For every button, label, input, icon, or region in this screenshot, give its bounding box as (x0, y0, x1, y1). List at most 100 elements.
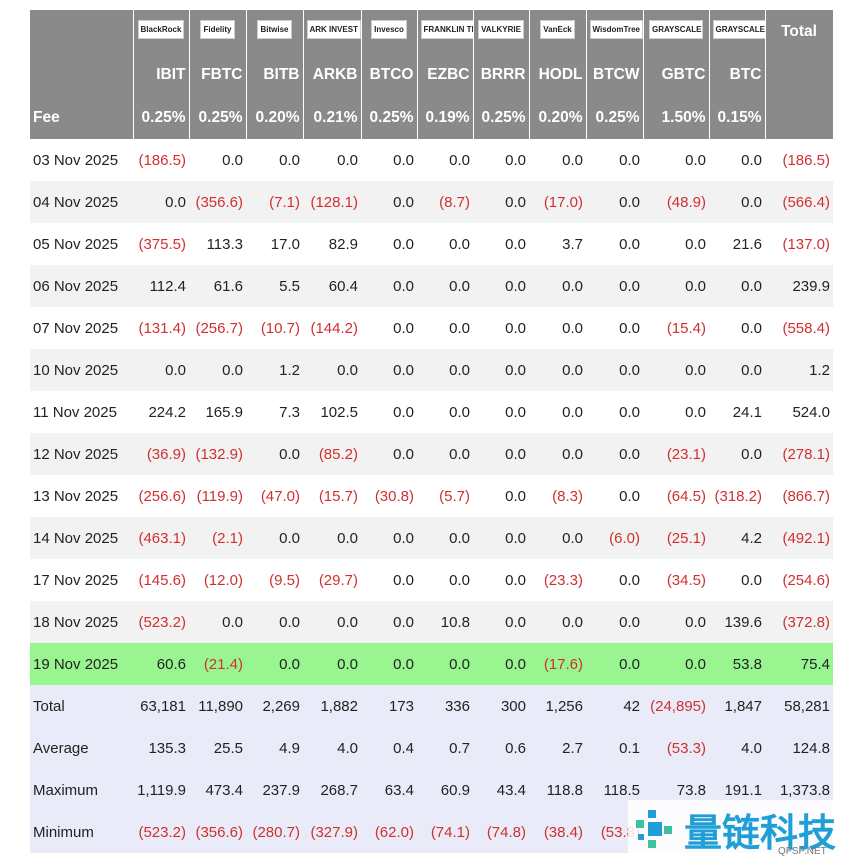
row-label: 05 Nov 2025 (30, 223, 133, 265)
data-row: 05 Nov 2025 (375.5) 113.3 17.0 82.9 0.0 0.0 0.0… (30, 223, 833, 265)
cell-value: 0.0 (361, 265, 417, 307)
cell-value: 0.0 (643, 223, 709, 265)
data-row: 19 Nov 2025 60.6 (21.4) 0.0 0.0 0.0 0.0 0.0 (17.… (30, 643, 833, 685)
logo-cell: FRANKLIN TEMPLETON (417, 10, 474, 53)
summary-row: Average 135.3 25.5 4.9 4.0 0.4 0.7 0.6 2.7 0.1 (53… (30, 727, 833, 769)
data-row: 14 Nov 2025 (463.1) (2.1) 0.0 0.0 0.0 0.0 0.0 0.… (30, 517, 833, 559)
cell-value: (278.1) (765, 433, 833, 475)
cell-value: 21.6 (709, 223, 765, 265)
cell-value: 0.0 (586, 643, 643, 685)
cell-value: (327.9) (303, 811, 361, 853)
cell-value: (280.7) (246, 811, 303, 853)
cell-value: 300 (473, 685, 529, 727)
ticker: BTCO (361, 53, 418, 96)
corner-cell (765, 96, 834, 139)
cell-value: 0.0 (361, 307, 417, 349)
data-row: 07 Nov 2025 (131.4) (256.7) (10.7) (144.2) 0.… (30, 307, 833, 349)
cell-value: 0.0 (709, 265, 765, 307)
cell-value: 0.0 (303, 517, 361, 559)
cell-value: (7.1) (246, 181, 303, 223)
cell-value: 135.3 (133, 727, 189, 769)
cell-value: 0.0 (473, 559, 529, 601)
row-label: 06 Nov 2025 (30, 265, 133, 307)
cell-value: 43.4 (473, 769, 529, 811)
cell-value: 113.3 (189, 223, 246, 265)
cell-value: 17.0 (246, 223, 303, 265)
cell-value: 0.0 (473, 265, 529, 307)
logo-cell: Invesco (361, 10, 418, 53)
cell-value: 0.0 (303, 139, 361, 181)
issuer-logo: VanEck (540, 19, 575, 39)
cell-value: 0.0 (189, 349, 246, 391)
row-label: 10 Nov 2025 (30, 349, 133, 391)
row-label: Average (30, 727, 133, 769)
cell-value: (25.1) (643, 517, 709, 559)
cell-value: 0.0 (529, 307, 586, 349)
cell-value: 4.0 (709, 727, 765, 769)
ticker: EZBC (417, 53, 474, 96)
ticker: FBTC (189, 53, 247, 96)
cell-value: 0.0 (586, 391, 643, 433)
cell-value: 82.9 (303, 223, 361, 265)
cell-value: (558.4) (765, 307, 833, 349)
cell-value: (36.9) (133, 433, 189, 475)
cell-value: 0.0 (133, 181, 189, 223)
cell-value: (119.9) (189, 475, 246, 517)
cell-value: (15.7) (303, 475, 361, 517)
cell-value: (463.1) (133, 517, 189, 559)
cell-value: (128.1) (303, 181, 361, 223)
cell-value: (186.5) (133, 139, 189, 181)
cell-value: 1,256 (529, 685, 586, 727)
ticker: HODL (529, 53, 587, 96)
cell-value: 25.5 (189, 727, 246, 769)
cell-value: (15.4) (643, 307, 709, 349)
cell-value: (24,895) (643, 685, 709, 727)
ticker-row: IBIT FBTC BITB ARKB BTCO EZBC BRRR HODL BTCW GBTC… (30, 53, 834, 96)
corner-cell (30, 10, 134, 53)
cell-value: (30.8) (361, 475, 417, 517)
issuer-logo: Fidelity (200, 19, 235, 39)
cell-value: (48.9) (643, 181, 709, 223)
issuer-logo: Bitwise (257, 19, 292, 39)
row-label: 19 Nov 2025 (30, 643, 133, 685)
cell-value: 0.0 (643, 265, 709, 307)
data-row: 03 Nov 2025 (186.5) 0.0 0.0 0.0 0.0 0.0 0.0 0.0 0… (30, 139, 833, 181)
logo-cell: GRAYSCALE (643, 10, 710, 53)
cell-value: 0.0 (361, 559, 417, 601)
cell-value: 1.2 (246, 349, 303, 391)
issuer-logo: GRAYSCALE (649, 19, 703, 39)
cell-value: (523.2) (133, 601, 189, 643)
cell-value: 0.0 (586, 307, 643, 349)
cell-value: 0.0 (586, 139, 643, 181)
fee-value: 1.50% (643, 96, 710, 139)
cell-value: 2,269 (246, 685, 303, 727)
cell-value: 0.0 (529, 517, 586, 559)
cell-value: (2.1) (189, 517, 246, 559)
cell-value: (8.7) (417, 181, 473, 223)
cell-value: 0.0 (643, 139, 709, 181)
cell-value: 0.0 (586, 223, 643, 265)
data-row: 12 Nov 2025 (36.9) (132.9) 0.0 (85.2) 0.0 0.0 0… (30, 433, 833, 475)
cell-value: 0.0 (246, 643, 303, 685)
data-row: 10 Nov 2025 0.0 0.0 1.2 0.0 0.0 0.0 0.0 0.0 0.0 0.… (30, 349, 833, 391)
cell-value: (256.7) (189, 307, 246, 349)
cell-value: 0.0 (417, 517, 473, 559)
cell-value: 0.0 (709, 559, 765, 601)
cell-value: (145.6) (133, 559, 189, 601)
cell-value: 4.0 (303, 727, 361, 769)
cell-value: 0.0 (586, 433, 643, 475)
cell-value: (62.0) (361, 811, 417, 853)
summary-row: Total 63,181 11,890 2,269 1,882 173 336 300 1,25… (30, 685, 833, 727)
fee-value: 0.25% (189, 96, 247, 139)
cell-value: 0.0 (303, 643, 361, 685)
cell-value: (375.5) (133, 223, 189, 265)
row-label: 14 Nov 2025 (30, 517, 133, 559)
cell-value: 0.0 (361, 223, 417, 265)
cell-value: (256.6) (133, 475, 189, 517)
cell-value: 7.3 (246, 391, 303, 433)
cell-value: 0.0 (473, 223, 529, 265)
cell-value: 0.0 (709, 139, 765, 181)
fee-value: 0.21% (303, 96, 362, 139)
cell-value: 524.0 (765, 391, 833, 433)
data-row: 11 Nov 2025 224.2 165.9 7.3 102.5 0.0 0.0 0.0 0.… (30, 391, 833, 433)
